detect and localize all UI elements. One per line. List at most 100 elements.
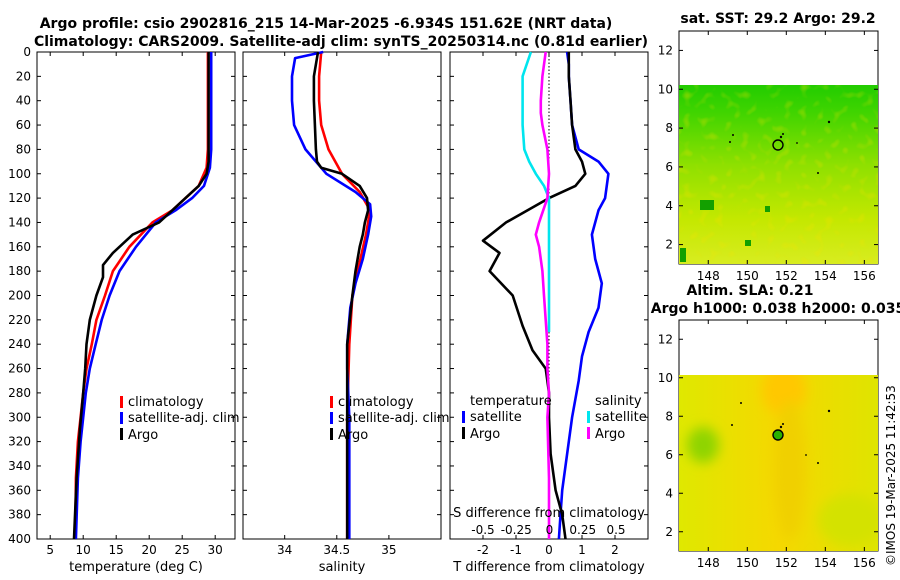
y-tick-label: 160: [8, 240, 31, 254]
legend-label-sal-argo: Argo: [595, 427, 625, 442]
legend-label-climatology: climatology: [128, 395, 204, 410]
s-diff-tick-label: -0.5: [471, 523, 494, 537]
legend-label-satellite-clim: satellite-adj. clim: [128, 411, 240, 426]
y-tick-label: 260: [8, 362, 31, 376]
temperature-axes-box: [36, 51, 236, 540]
y-tick-label: 140: [8, 215, 31, 229]
x-tick-label: 34: [277, 543, 292, 557]
legend-label-climatology: climatology: [338, 395, 414, 410]
difference-series: [481, 51, 610, 540]
map-x-tick-label: 150: [736, 556, 759, 570]
y-tick-label: 400: [8, 532, 31, 546]
sst-heatmap: [679, 85, 878, 264]
sst-map-title: sat. SST: 29.2 Argo: 29.2: [680, 11, 875, 27]
sla-map-title: Altim. SLA: 0.21: [686, 283, 813, 299]
s-difference-label: S difference from climatology: [453, 506, 645, 521]
s-diff-tick-label: -0.25: [501, 523, 532, 537]
sst-map-panel: sat. SST: 29.2 Argo: 29.2 148 150 152 154 15…: [658, 11, 879, 283]
y-tick-label: 320: [8, 435, 31, 449]
map-x-tick-label: 148: [697, 269, 720, 283]
y-tick-label: 0: [23, 45, 31, 59]
depth-tick-labels: 0 20 40 60 80 100 120 140 160 180 200 220 240 260 280 3…: [8, 45, 31, 546]
map-x-tick-label: 152: [775, 269, 798, 283]
sst-argo-marker: [772, 139, 784, 151]
x-tick-label: 30: [208, 543, 223, 557]
series-line-argo: [72, 52, 210, 540]
y-tick-label: 100: [8, 167, 31, 181]
s-difference-ticks: -0.5 -0.25 0 0.25 0.5: [471, 523, 625, 537]
temperature-x-ticks: 5 10 15 20 25 30: [37, 51, 235, 557]
map-x-tick-label: 154: [814, 556, 837, 570]
y-tick-label: 380: [8, 508, 31, 522]
sla-argo-marker: [772, 429, 784, 441]
map-y-tick-label: 4: [665, 486, 673, 500]
map-y-tick-label: 4: [665, 199, 673, 213]
salinity-x-ticks: 34 34.5 35: [243, 51, 441, 557]
x-tick-label: -2: [477, 543, 489, 557]
salinity-x-label: salinity: [319, 560, 366, 575]
y-tick-label: 300: [8, 410, 31, 424]
y-tick-label: 40: [16, 94, 31, 108]
legend-line-argo: [330, 428, 333, 440]
temperature-legend: climatology satellite-adj. clim Argo: [120, 395, 240, 443]
temperature-panel: 0 20 40 60 80 100 120 140 160 180 200 220 240 260 280 3…: [8, 45, 240, 575]
s-diff-tick-label: 0: [546, 523, 554, 537]
legend-label-sal-satellite: satellite: [595, 410, 647, 425]
map-y-tick-label: 2: [665, 525, 673, 539]
x-tick-label: 25: [175, 543, 190, 557]
legend-label-argo: Argo: [128, 428, 158, 443]
legend-label-temp-argo: Argo: [470, 427, 500, 442]
legend-label-temp-satellite: satellite: [470, 410, 522, 425]
legend-line-satellite-clim: [120, 412, 123, 424]
sst-map-ticks: 148 150 152 154 156 2 4 6 8 10 12: [658, 31, 878, 283]
series-line-argo: [312, 51, 370, 539]
x-tick-label: 15: [109, 543, 124, 557]
temperature-series: [72, 52, 213, 540]
map-x-tick-label: 154: [814, 269, 837, 283]
x-tick-label: 34.5: [323, 543, 350, 557]
x-tick-label: 10: [76, 543, 91, 557]
sla-map-ticks: 148 150 152 154 156 2 4 6 8 10 12: [658, 320, 878, 570]
difference-legend: temperature satellite Argo salinity sate…: [462, 394, 647, 442]
legend-line-temp-satellite: [462, 411, 465, 423]
map-y-tick-label: 6: [665, 448, 673, 462]
legend-line-argo: [120, 428, 123, 440]
salinity-series: [290, 50, 373, 539]
legend-group-temperature: temperature: [470, 394, 552, 409]
legend-group-salinity: salinity: [595, 394, 642, 409]
series-line-salinity-argo: [534, 51, 551, 539]
x-tick-label: 35: [381, 543, 396, 557]
map-x-tick-label: 148: [697, 556, 720, 570]
y-tick-label: 200: [8, 289, 31, 303]
temperature-x-label: temperature (deg C): [69, 560, 203, 575]
y-tick-label: 240: [8, 337, 31, 351]
y-tick-label: 120: [8, 191, 31, 205]
legend-line-sal-satellite: [587, 411, 590, 423]
x-tick-label: 20: [142, 543, 157, 557]
series-line-temperature-argo: [481, 52, 587, 540]
y-tick-label: 340: [8, 459, 31, 473]
x-tick-label: 0: [545, 543, 553, 557]
y-tick-label: 360: [8, 483, 31, 497]
legend-label-satellite-clim: satellite-adj. clim: [338, 411, 450, 426]
x-tick-label: 1: [578, 543, 586, 557]
map-y-tick-label: 10: [658, 82, 673, 96]
map-y-tick-label: 12: [658, 43, 673, 57]
sst-islands: [729, 120, 831, 174]
y-tick-label: 180: [8, 264, 31, 278]
sla-map-panel: Altim. SLA: 0.21 Argo h1000: 0.038 h2000…: [651, 283, 900, 570]
map-x-tick-label: 150: [736, 269, 759, 283]
y-tick-label: 60: [16, 118, 31, 132]
legend-line-temp-argo: [462, 427, 465, 439]
legend-label-argo: Argo: [338, 428, 368, 443]
figure-title-line1: Argo profile: csio 2902816_215 14-Mar-20…: [40, 16, 613, 32]
map-y-tick-label: 8: [665, 409, 673, 423]
series-line-satellite-adj-clim: [74, 52, 213, 540]
s-diff-tick-label: 0.5: [606, 523, 625, 537]
map-y-tick-label: 10: [658, 371, 673, 385]
map-y-tick-label: 2: [665, 238, 673, 252]
difference-panel: -2 -1 0 1 2 temperature satellite Argo salin…: [449, 51, 649, 575]
series-line-salinity-satellite: [521, 51, 551, 332]
map-y-tick-label: 12: [658, 332, 673, 346]
